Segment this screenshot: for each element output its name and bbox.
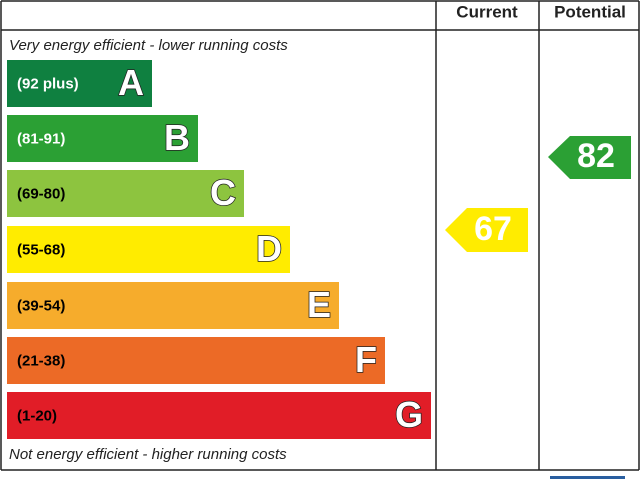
- band-range: (39-54): [17, 297, 65, 314]
- band-bar: [7, 337, 385, 384]
- potential-rating: 82: [577, 137, 615, 175]
- band-range: (69-80): [17, 185, 65, 202]
- header-current: Current: [456, 2, 518, 21]
- header-potential: Potential: [554, 2, 626, 21]
- band-letter: C: [210, 172, 236, 213]
- band-bar: [7, 226, 290, 273]
- band-range: (21-38): [17, 352, 65, 369]
- potential-arrow-shape: [548, 136, 631, 179]
- band-bar: [7, 60, 152, 107]
- potential-arrow: 82: [548, 136, 631, 179]
- current-rating: 67: [474, 210, 512, 248]
- band-bar: [7, 282, 339, 329]
- current-arrow-shape: [445, 208, 528, 252]
- current-arrow: 67: [445, 208, 528, 252]
- band-range: (55-68): [17, 241, 65, 258]
- bottom-note: Not energy efficient - higher running co…: [9, 446, 287, 463]
- band-letter: E: [307, 284, 331, 325]
- band-letter: A: [118, 62, 144, 103]
- band-range: (1-20): [17, 407, 57, 424]
- band-range: (81-91): [17, 130, 65, 147]
- decoration: [550, 476, 625, 479]
- band-bar: [7, 115, 198, 162]
- band-bar: [7, 170, 244, 217]
- band-letter: D: [256, 228, 282, 269]
- top-note: Very energy efficient - lower running co…: [9, 37, 288, 54]
- band-range: (92 plus): [17, 75, 79, 92]
- band-letter: G: [395, 394, 423, 435]
- band-bar: [7, 392, 431, 439]
- band-letter: F: [355, 339, 377, 380]
- band-letter: B: [164, 117, 190, 158]
